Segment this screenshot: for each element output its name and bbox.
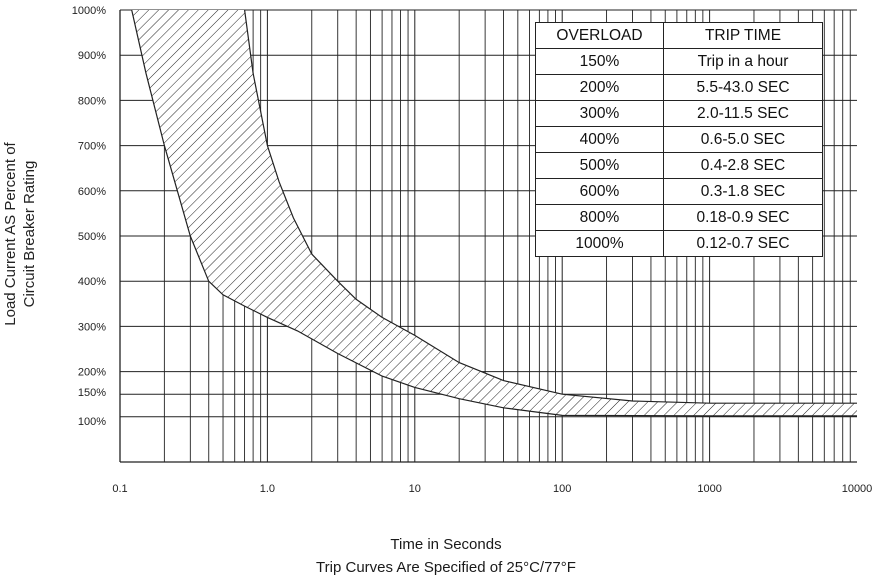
trip-band-hatch bbox=[131, 10, 857, 416]
x-tick-label: 0.1 bbox=[112, 483, 127, 495]
trip-time-header: TRIP TIME bbox=[663, 22, 823, 49]
trip-time-table: OVERLOAD TRIP TIME 150% Trip in a hour 20… bbox=[535, 22, 823, 257]
table-row: 600% 0.3-1.8 SEC bbox=[535, 178, 823, 205]
y-tick-label: 150% bbox=[78, 387, 106, 399]
trip-time-cell: 0.3-1.8 SEC bbox=[663, 178, 823, 205]
y-tick-labels: 100% 150% 200% 300% 400% 500% 600% 700% 800% 900%… bbox=[72, 5, 106, 428]
x-tick-label: 100 bbox=[553, 483, 571, 495]
max-trip-curve bbox=[244, 9, 857, 404]
overload-cell: 300% bbox=[535, 100, 664, 127]
trip-time-cell: 0.12-0.7 SEC bbox=[663, 230, 823, 257]
x-tick-labels: 0.1 1.0 10 100 1000 10000 bbox=[112, 483, 872, 495]
y-tick-label: 900% bbox=[78, 50, 106, 62]
table-row: 400% 0.6-5.0 SEC bbox=[535, 126, 823, 153]
overload-cell: 150% bbox=[535, 48, 664, 75]
trip-time-cell: Trip in a hour bbox=[663, 48, 823, 75]
trip-table-header: OVERLOAD TRIP TIME bbox=[535, 22, 823, 49]
y-tick-label: 500% bbox=[78, 231, 106, 243]
overload-cell: 500% bbox=[535, 152, 664, 179]
overload-cell: 600% bbox=[535, 178, 664, 205]
x-axis-label: Time in Seconds bbox=[390, 536, 502, 553]
trip-band bbox=[131, 9, 857, 417]
table-row: 150% Trip in a hour bbox=[535, 48, 823, 75]
overload-cell: 1000% bbox=[535, 230, 664, 257]
overload-cell: 400% bbox=[535, 126, 664, 153]
y-tick-label: 100% bbox=[78, 416, 106, 428]
table-row: 500% 0.4-2.8 SEC bbox=[535, 152, 823, 179]
overload-cell: 800% bbox=[535, 204, 664, 231]
x-axis-footer: Time in Seconds Trip Curves Are Specifie… bbox=[46, 536, 846, 579]
overload-header: OVERLOAD bbox=[535, 22, 664, 49]
x-tick-label: 10 bbox=[409, 483, 421, 495]
trip-time-cell: 2.0-11.5 SEC bbox=[663, 100, 823, 127]
y-tick-label: 300% bbox=[78, 321, 106, 333]
table-row: 1000% 0.12-0.7 SEC bbox=[535, 230, 823, 257]
chart-subtitle: Trip Curves Are Specified of 25°C/77°F bbox=[316, 559, 576, 576]
y-tick-label: 1000% bbox=[72, 5, 106, 17]
x-tick-label: 1.0 bbox=[260, 483, 275, 495]
y-tick-label: 700% bbox=[78, 141, 106, 153]
y-axis-label-line-2: Circuit Breaker Rating bbox=[21, 160, 38, 308]
min-trip-curve bbox=[131, 9, 857, 417]
x-tick-label: 1000 bbox=[697, 483, 721, 495]
table-row: 200% 5.5-43.0 SEC bbox=[535, 74, 823, 101]
axes bbox=[119, 10, 857, 463]
table-row: 300% 2.0-11.5 SEC bbox=[535, 100, 823, 127]
y-tick-label: 200% bbox=[78, 367, 106, 379]
overload-cell: 200% bbox=[535, 74, 664, 101]
y-tick-label: 400% bbox=[78, 276, 106, 288]
trip-time-cell: 0.6-5.0 SEC bbox=[663, 126, 823, 153]
x-tick-label: 10000 bbox=[842, 483, 873, 495]
y-tick-label: 800% bbox=[78, 95, 106, 107]
trip-time-cell: 5.5-43.0 SEC bbox=[663, 74, 823, 101]
table-row: 800% 0.18-0.9 SEC bbox=[535, 204, 823, 231]
trip-time-cell: 0.4-2.8 SEC bbox=[663, 152, 823, 179]
y-tick-label: 600% bbox=[78, 186, 106, 198]
y-axis-label-line-1: Load Current AS Percent of bbox=[2, 142, 19, 326]
trip-time-cell: 0.18-0.9 SEC bbox=[663, 204, 823, 231]
